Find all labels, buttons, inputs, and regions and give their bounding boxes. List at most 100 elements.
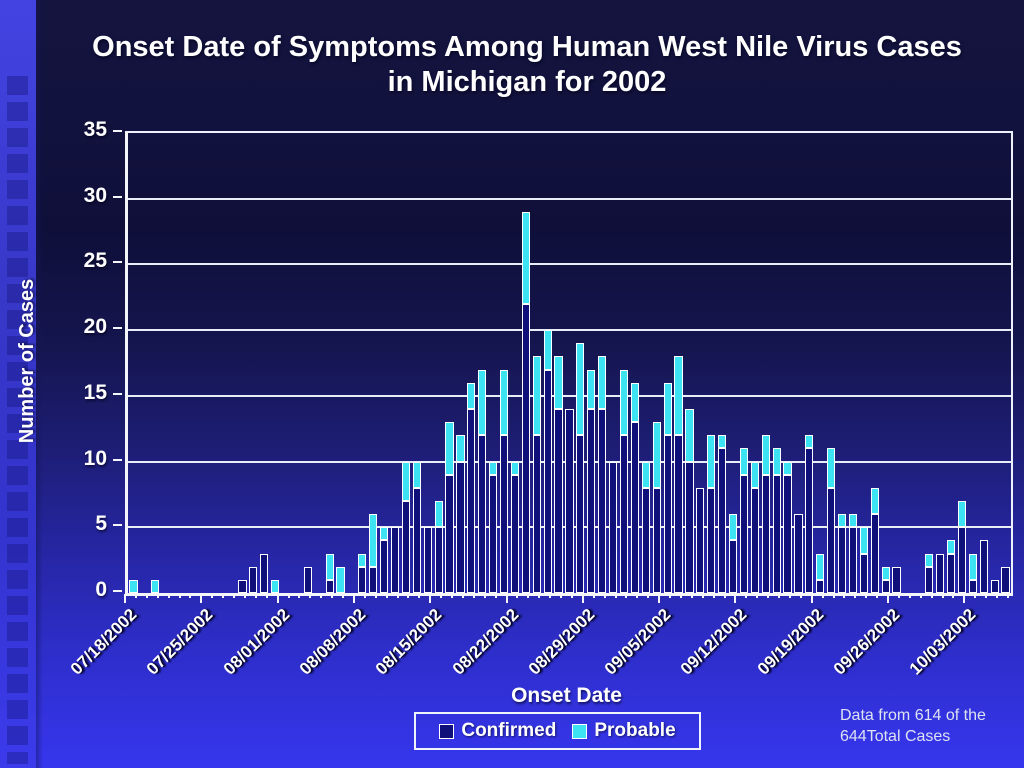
bar-confirmed-segment [369,566,378,593]
x-axis-major-tick [352,594,355,603]
x-axis-minor-tick [331,594,334,598]
x-axis-minor-tick [549,594,552,598]
bar-probable-segment [521,211,530,304]
bar-probable-segment [728,514,738,541]
x-axis-minor-tick [222,594,225,598]
y-tick-label: 35 [83,118,107,141]
bar-confirmed-segment [587,409,596,593]
bar-probable-segment [380,527,389,541]
legend-label-confirmed: Confirmed [461,720,557,741]
bar-confirmed-segment [848,527,858,593]
bar-confirmed-segment [598,409,607,593]
x-axis-minor-tick [723,594,726,598]
bar-confirmed-segment [837,527,847,593]
gridline-y-20 [128,329,1011,332]
x-axis-minor-tick [679,594,682,598]
x-axis-minor-tick [832,594,835,598]
bar-confirmed-segment [521,303,530,593]
slide-edge-squares [7,76,28,764]
bar-probable-segment [772,448,781,475]
x-axis-minor-tick [701,594,704,598]
x-axis-minor-tick [690,594,693,598]
x-axis-minor-tick [952,594,955,598]
bar-probable-segment [837,514,847,528]
y-axis-tick [113,327,122,330]
x-axis-minor-tick [996,594,999,598]
x-axis-minor-tick [516,594,519,598]
bar-probable-segment [925,553,934,567]
bar-probable-segment [401,461,411,501]
x-axis-major-tick [200,594,203,603]
x-axis-minor-tick [167,594,170,598]
bar-confirmed-segment [859,553,868,593]
bar-confirmed-segment [510,474,520,593]
bar-probable-segment [587,369,596,409]
chart-region: 0 5 10 15 20 25 30 35 07/18/2002 07/25/2002 08/01/… [67,118,1013,679]
x-axis-minor-tick [407,594,410,598]
bar-probable-segment [663,382,672,436]
bar-confirmed-segment [238,579,247,593]
bar-probable-segment [859,527,868,554]
x-axis-minor-tick [178,594,181,598]
x-axis-minor-tick [614,594,617,598]
y-tick-label: 0 [95,578,107,601]
x-axis-minor-tick [265,594,268,598]
y-tick-label: 20 [83,315,107,339]
bar-confirmed-segment [707,487,716,593]
x-axis-minor-tick [647,594,650,598]
bar-confirmed-segment [990,579,999,593]
bar-confirmed-segment [816,579,825,593]
y-tick-label: 5 [95,512,107,536]
bar-probable-segment [783,461,792,475]
bar-confirmed-segment [827,487,836,593]
x-axis-minor-tick [788,594,791,598]
bar-probable-segment [445,422,454,475]
legend-swatch-probable [572,723,588,739]
y-axis-tick [113,458,122,461]
legend-label-probable: Probable [594,720,676,741]
x-axis-major-tick [505,594,508,603]
x-axis-major-tick [124,594,126,603]
x-axis-minor-tick [897,594,900,598]
bar-probable-segment [946,540,956,554]
note-line-2: 644Total Cases [840,728,951,745]
x-axis-major-tick [276,594,279,603]
y-tick-label: 25 [83,249,107,273]
x-axis-minor-tick [298,594,301,598]
bar-probable-segment [543,330,552,370]
bar-confirmed-segment [761,474,770,593]
bar-confirmed-segment [870,514,879,593]
x-axis-minor-tick [374,594,377,598]
x-axis-minor-tick [309,594,312,598]
bar-probable-segment [630,382,639,423]
x-axis-major-tick [963,594,966,603]
x-axis-minor-tick [538,594,541,598]
x-axis-minor-tick [974,594,977,598]
bar-probable-segment [968,553,977,580]
x-axis-minor-tick [156,594,159,598]
x-axis-minor-tick [451,594,454,598]
x-axis-major-tick [429,594,432,603]
x-axis-minor-tick [941,594,944,598]
bar-confirmed-segment [783,474,792,593]
x-axis-minor-tick [233,594,235,598]
x-axis-minor-tick [243,594,246,598]
bar-confirmed-segment [739,474,748,593]
x-axis-major-tick [887,594,890,603]
x-axis-minor-tick [603,594,606,598]
y-axis-tick [113,524,122,527]
bar-confirmed-segment [750,487,759,593]
x-axis-minor-tick [145,594,148,598]
chart-title-line-2: in Michigan for 2002 [387,66,667,98]
x-axis-minor-tick [418,594,421,598]
x-axis-minor-tick [876,594,879,598]
x-axis-minor-tick [396,594,399,598]
x-axis-minor-tick [821,594,824,598]
x-axis-minor-tick [189,594,192,598]
bar-probable-segment [641,461,650,488]
x-axis-major-tick [581,594,584,603]
gridline-y-15 [128,394,1011,397]
x-axis-minor-tick [320,594,323,598]
x-axis-major-tick [734,594,737,603]
bar-probable-segment [685,409,694,462]
